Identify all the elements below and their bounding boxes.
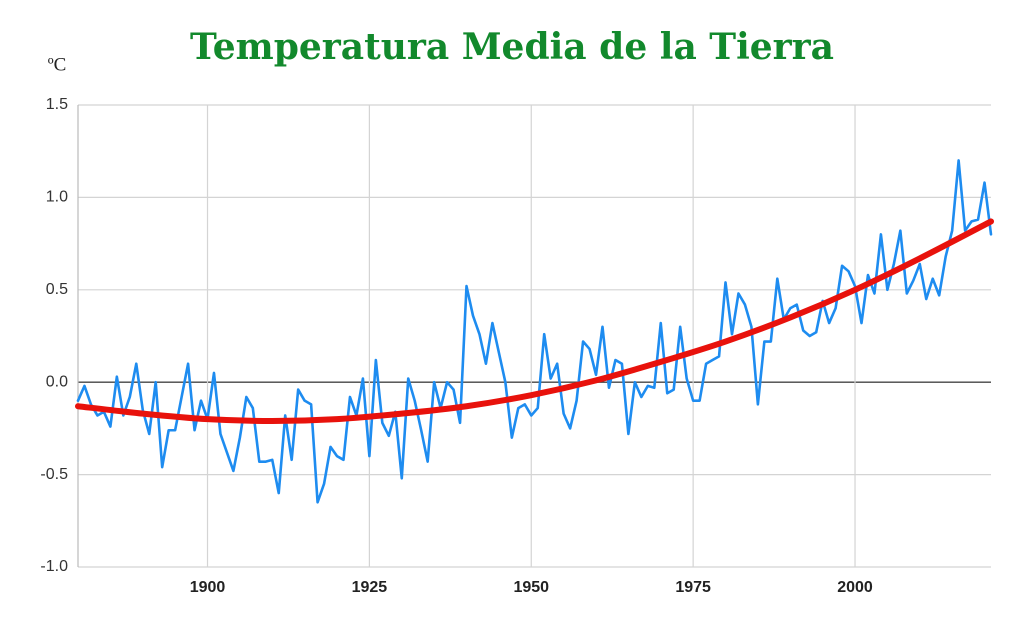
y-tick-label: -0.5 [40,466,68,483]
x-tick-label: 1975 [675,579,711,596]
x-tick-label: 1900 [190,579,226,596]
data-line [76,159,993,504]
x-tick-label: 2000 [837,579,873,596]
y-tick-label: 0.0 [46,373,68,390]
y-axis-unit: ºC [48,54,67,75]
y-tick-label: 1.5 [46,96,68,113]
trend-line [75,218,994,425]
y-tick-label: 0.5 [46,281,68,298]
chart-title: Temperatura Media de la Tierra [190,26,834,68]
x-tick-label: 1925 [352,579,388,596]
y-tick-label: -1.0 [40,558,68,575]
x-tick-label: 1950 [513,579,549,596]
y-tick-label: 1.0 [46,189,68,206]
